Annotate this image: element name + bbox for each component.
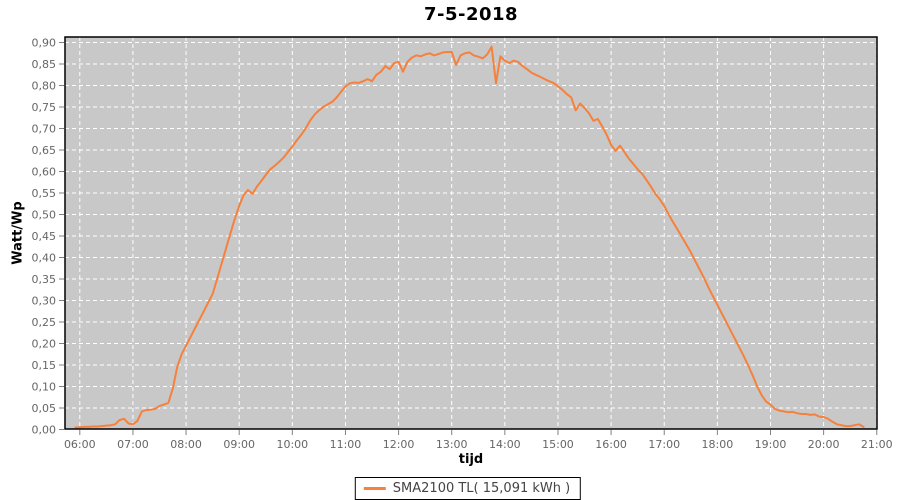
- x-tick-label: 20:00: [808, 438, 840, 451]
- y-tick-label: 0,40: [32, 252, 57, 265]
- x-tick-label: 11:00: [330, 438, 362, 451]
- legend-line-swatch: [363, 487, 386, 490]
- y-tick-label: 0,50: [32, 209, 57, 222]
- y-tick-label: 0,70: [32, 123, 57, 136]
- x-tick-label: 14:00: [489, 438, 521, 451]
- y-tick-label: 0,45: [32, 230, 57, 243]
- x-axis-label: tijd: [458, 452, 484, 467]
- y-tick-label: 0,35: [32, 273, 57, 286]
- x-tick-label: 16:00: [595, 438, 627, 451]
- series-line: [74, 45, 865, 429]
- y-tick-label: 0,15: [32, 359, 57, 372]
- y-tick-label: 0,10: [32, 381, 57, 394]
- y-tick-label: 0,30: [32, 295, 57, 308]
- x-tick-label: 13:00: [436, 438, 468, 451]
- y-tick-label: 0,85: [32, 58, 57, 71]
- x-tick-label: 12:00: [383, 438, 415, 451]
- x-tick-label: 21:00: [861, 438, 893, 451]
- y-tick-label: 0,25: [32, 316, 57, 329]
- x-tick-label: 10:00: [276, 438, 308, 451]
- y-axis-label: Watt/Wp: [10, 201, 26, 265]
- x-tick-label: 09:00: [223, 438, 255, 451]
- y-tick-label: 0,60: [32, 166, 57, 179]
- x-tick-label: 08:00: [170, 438, 202, 451]
- y-tick-label: 0,20: [32, 338, 57, 351]
- y-tick-label: 0,75: [32, 101, 57, 114]
- x-tick-label: 17:00: [648, 438, 680, 451]
- y-tick-label: 0,90: [32, 37, 57, 50]
- plot-border: [64, 36, 878, 430]
- y-tick-label: 0,65: [32, 144, 57, 157]
- x-tick-label: 18:00: [702, 438, 734, 451]
- x-tick-label: 07:00: [117, 438, 149, 451]
- legend-series-label: SMA2100 TL( 15,091 kWh ): [392, 481, 571, 496]
- y-tick-label: 0,05: [32, 402, 57, 415]
- chart-title: 7-5-2018: [423, 4, 519, 25]
- legend: SMA2100 TL( 15,091 kWh ): [354, 477, 582, 500]
- x-tick-label: 19:00: [755, 438, 787, 451]
- y-tick-label: 0,55: [32, 187, 57, 200]
- x-tick-label: 06:00: [64, 438, 96, 451]
- y-tick-label: 0,80: [32, 80, 57, 93]
- plot-background: [65, 37, 877, 429]
- x-tick-label: 15:00: [542, 438, 574, 451]
- y-tick-label: 0,00: [32, 424, 57, 437]
